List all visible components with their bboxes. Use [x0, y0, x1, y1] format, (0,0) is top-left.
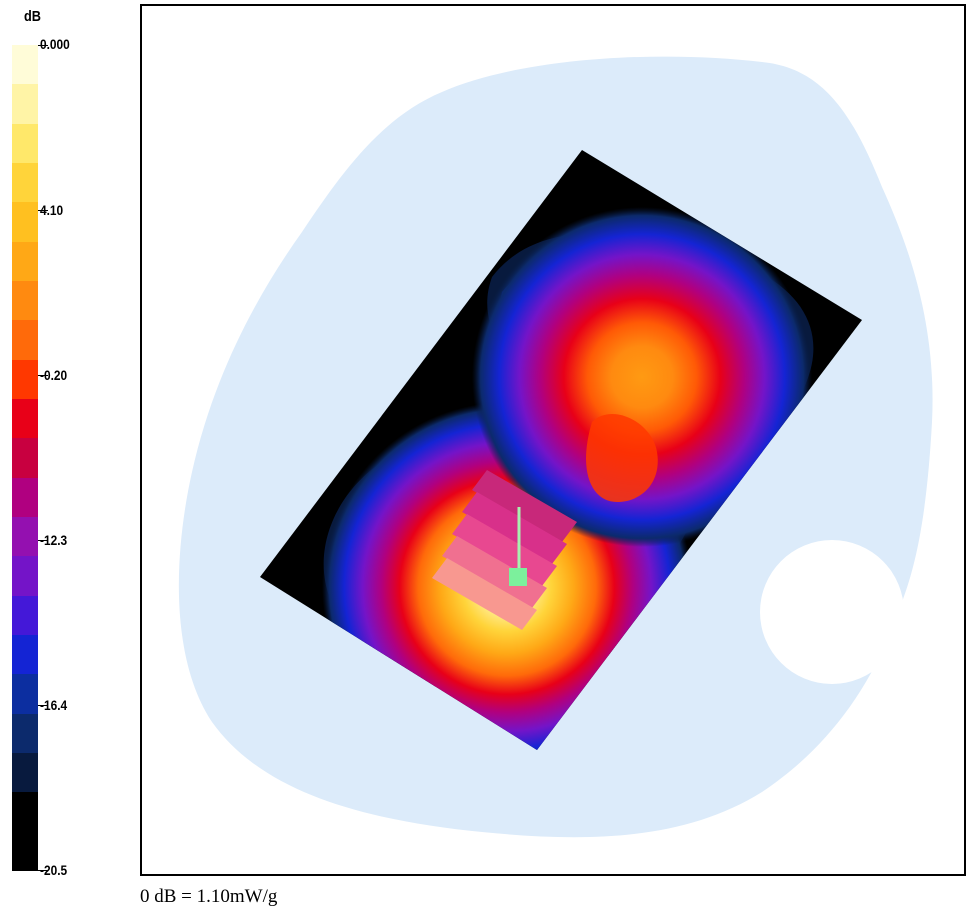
colorbar-label-top: 0.000 — [40, 36, 70, 52]
colorbar-band — [12, 320, 38, 360]
colorbar-band — [12, 123, 38, 163]
colorbar-band — [12, 634, 38, 675]
colorbar-label: -12.3 — [40, 532, 68, 548]
contour-neck — [586, 413, 658, 502]
colorbar-band — [12, 752, 38, 793]
colorbar-tick — [38, 45, 48, 46]
colorbar-band — [12, 713, 38, 753]
colorbar — [12, 45, 38, 871]
colorbar-unit-label: dB — [24, 8, 41, 25]
colorbar-band — [12, 674, 38, 714]
colorbar-band — [12, 516, 38, 557]
sar-plot-area — [140, 4, 966, 876]
colorbar-label: -0.20 — [40, 367, 68, 383]
colorbar-band — [12, 359, 38, 399]
colorbar-band — [12, 477, 38, 517]
colorbar-band — [12, 556, 38, 596]
colorbar-tick — [38, 870, 48, 871]
phantom-notch — [760, 540, 904, 684]
colorbar-band — [12, 162, 38, 203]
colorbar-band — [12, 280, 38, 321]
colorbar-tick — [38, 540, 48, 541]
colorbar-band — [12, 438, 38, 478]
colorbar-tick — [38, 210, 48, 211]
antenna-plate — [462, 492, 567, 564]
colorbar-band — [12, 202, 38, 242]
reference-level-note: 0 dB = 1.10mW/g — [140, 886, 278, 907]
colorbar-label: -16.4 — [40, 697, 68, 713]
colorbar-band — [12, 45, 38, 85]
colorbar-label: 4.10 — [40, 202, 64, 218]
antenna-plate — [432, 558, 537, 630]
antenna-structure — [432, 470, 577, 630]
colorbar-band — [12, 398, 38, 439]
colorbar-tick — [38, 705, 48, 706]
colorbar-label-bottom: -20.5 — [40, 862, 68, 878]
colorbar-band — [12, 831, 38, 871]
antenna-plate — [442, 536, 547, 608]
sar-map-svg — [178, 56, 933, 838]
colorbar-band — [12, 792, 38, 832]
feed-point-marker — [509, 568, 527, 586]
colorbar-band — [12, 241, 38, 281]
colorbar-band — [12, 595, 38, 635]
colorbar-band — [12, 84, 38, 124]
antenna-plate — [452, 514, 557, 586]
antenna-plate — [472, 470, 577, 542]
colorbar-tick — [38, 375, 48, 376]
